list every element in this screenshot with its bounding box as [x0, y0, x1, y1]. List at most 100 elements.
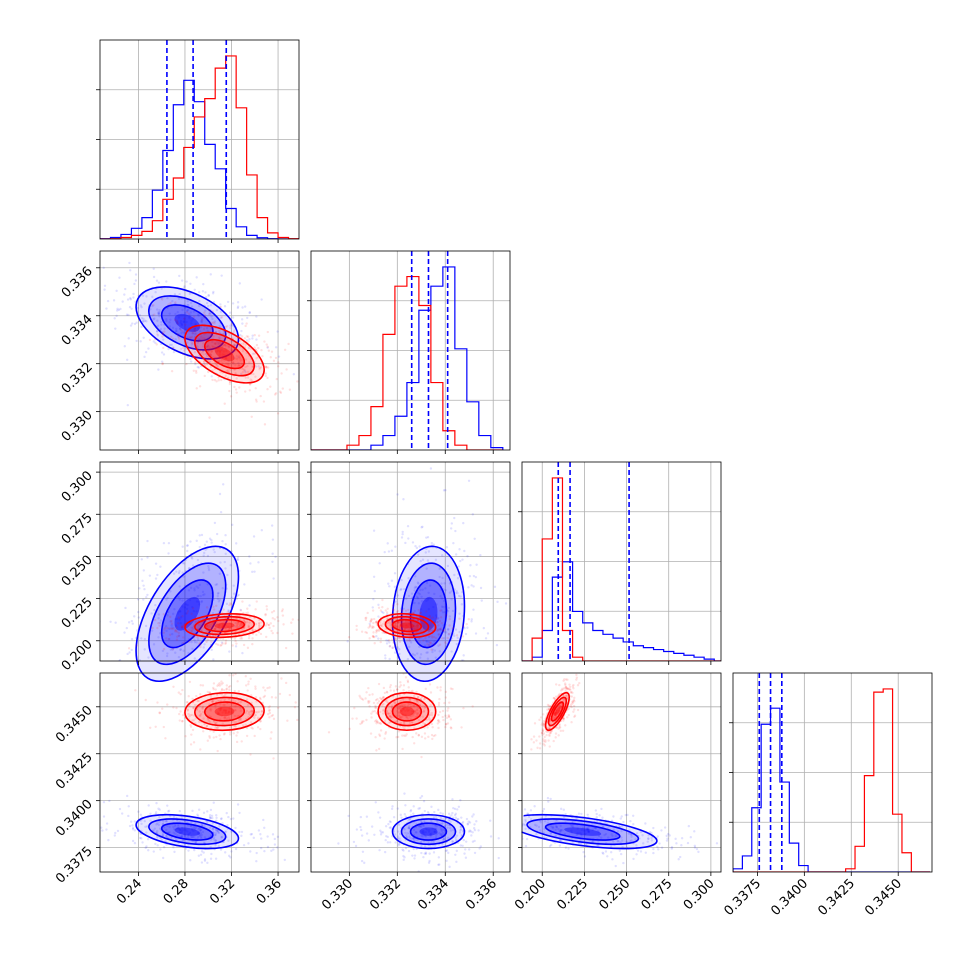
sample-point [559, 807, 563, 811]
sample-point [234, 826, 237, 830]
sample-point [426, 657, 430, 660]
sample-point [249, 710, 253, 713]
sample-point [202, 646, 205, 649]
sample-point [270, 731, 273, 734]
contour-line [517, 813, 658, 850]
sample-point [355, 828, 359, 831]
sample-point [570, 695, 574, 698]
sample-point [220, 683, 223, 686]
sample-point [199, 828, 202, 831]
sample-point [369, 620, 372, 623]
sample-point [193, 835, 196, 838]
sample-point [175, 327, 178, 331]
sample-point [566, 696, 569, 700]
sample-point [517, 839, 519, 841]
sample-point [511, 848, 513, 850]
sample-point [495, 643, 499, 647]
sample-point [162, 820, 165, 823]
sample-point [209, 365, 213, 369]
sample-point [689, 836, 692, 839]
sample-point [467, 848, 471, 851]
sample-point [616, 839, 619, 843]
sample-point [177, 616, 181, 619]
sample-point [179, 622, 182, 625]
sample-point [70, 835, 72, 837]
sample-point [381, 831, 385, 834]
sample-point [392, 667, 394, 669]
sample-point [221, 539, 224, 543]
sample-point [401, 848, 404, 851]
sample-point [202, 841, 206, 845]
sample-point [398, 832, 402, 836]
sample-point [192, 719, 196, 722]
sample-point [265, 343, 268, 346]
sample-point [595, 815, 598, 819]
sample-point [387, 822, 390, 826]
sample-point [190, 319, 193, 322]
sample-point [202, 710, 205, 714]
sample-point [439, 627, 443, 630]
density-level [399, 622, 415, 629]
sample-point [219, 848, 223, 851]
sample-point [547, 800, 550, 803]
sample-point [220, 641, 224, 644]
sample-point [179, 328, 183, 332]
sample-point [250, 832, 254, 836]
sample-point [442, 680, 444, 682]
sample-point [250, 422, 252, 424]
sample-point [578, 681, 581, 685]
sample-point [187, 833, 190, 836]
sample-point [410, 710, 414, 713]
sample-point [606, 855, 609, 858]
sample-point [414, 544, 417, 548]
sample-point [599, 820, 603, 824]
sample-point [218, 610, 221, 613]
sample-point [267, 623, 270, 627]
sample-point [555, 726, 558, 729]
sample-point [239, 709, 242, 713]
sample-point [236, 305, 240, 308]
sample-point [431, 648, 434, 651]
sample-point [436, 629, 439, 632]
sample-point [146, 838, 150, 841]
sample-point [219, 342, 222, 345]
sample-point [191, 317, 195, 321]
x-tick-label: 0.250 [596, 876, 633, 913]
sample-point [296, 718, 299, 722]
sample-point [525, 837, 529, 841]
sample-point [254, 375, 257, 378]
contour-line [160, 579, 214, 649]
sample-point [240, 637, 244, 640]
sample-point [206, 739, 210, 742]
sample-point [225, 362, 228, 365]
sample-point [392, 608, 395, 612]
sample-point [202, 571, 205, 574]
density-level [148, 295, 226, 350]
sample-point [416, 553, 420, 556]
sample-point [198, 545, 201, 549]
sample-point [212, 688, 215, 691]
sample-point [561, 729, 565, 732]
sample-point [693, 830, 696, 833]
sample-point [228, 650, 231, 653]
sample-point [201, 705, 205, 709]
sample-point [147, 849, 150, 852]
sample-point [379, 609, 383, 612]
sample-point [541, 721, 544, 725]
sample-point [412, 710, 415, 713]
sample-point [220, 274, 223, 277]
sample-point [448, 624, 451, 627]
sample-point [102, 266, 105, 270]
sample-point [477, 829, 480, 832]
sample-point [402, 721, 406, 724]
sample-point [189, 622, 192, 626]
sample-point [133, 829, 137, 832]
sample-point [386, 835, 389, 839]
sample-point [197, 366, 201, 369]
sample-point [403, 703, 406, 706]
sample-point [416, 712, 419, 715]
sample-point [217, 341, 221, 344]
sample-point [404, 541, 407, 545]
sample-point [370, 825, 374, 828]
sample-point [230, 352, 233, 356]
